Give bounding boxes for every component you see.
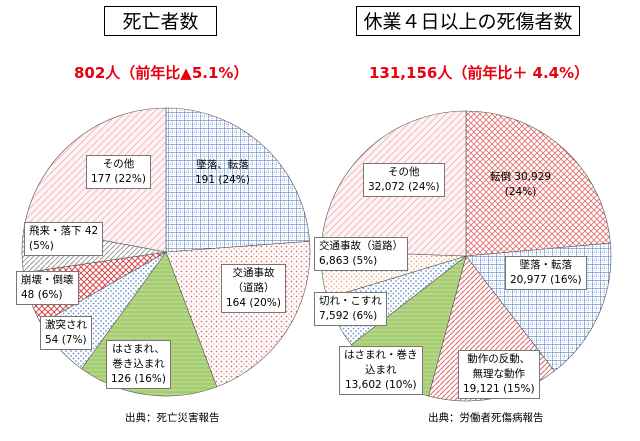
left-label-traffic-name: 交通事故 （道路） [232,267,275,294]
right-label-other-name: その他 [388,166,420,178]
right-label-motion-value: 19,121 (15%) [463,383,535,395]
left-label-caught-value: 126 (16%) [111,373,166,385]
right-source: 出典：労働者死傷病報告 [428,412,544,424]
left-label-traffic: 交通事故 （道路） 164 (20%) [221,264,286,313]
left-label-fall-name: 墜落、転落 [196,159,249,171]
right-label-other: その他 32,072 (24%) [363,163,445,197]
right-label-other-value: 32,072 (24%) [368,181,440,193]
left-label-traffic-value: 164 (20%) [226,297,281,309]
right-label-tumble-value: (24%) [504,186,537,198]
right-chart-title: 休業４日以上の死傷者数 [356,6,580,36]
left-label-flying-name: 飛来・落下 42 [29,225,99,237]
right-label-tumble: 転倒 30,929 (24%) [490,170,551,200]
left-label-collapse-value: 48 (6%) [21,289,63,301]
right-label-motion: 動作の反動、 無理な動作 19,121 (15%) [458,350,540,399]
left-label-fall-value: 191 (24%) [195,174,250,186]
left-label-other: その他 177 (22%) [86,155,151,189]
left-label-fall: 墜落、転落 191 (24%) [195,158,250,188]
left-label-other-value: 177 (22%) [91,173,146,185]
right-label-motion-name: 動作の反動、 無理な動作 [467,353,531,380]
right-label-cut-name: 切れ・こすれ [319,295,382,307]
right-label-tumble-name: 転倒 30,929 [490,171,552,183]
right-label-fall: 墜落・転落 20,977 (16%) [505,256,587,290]
left-label-collapse: 崩壊・倒壊 48 (6%) [16,271,79,305]
right-label-traffic: 交通事故（道路） 6,863 (5%) [314,237,408,271]
left-headline: 802人（前年比▲5.1%） [74,64,249,82]
left-source: 出典：死亡災害報告 [125,412,220,424]
right-label-traffic-value: 6,863 (5%) [319,255,378,267]
left-label-struck-name: 激突され [45,319,87,331]
right-label-traffic-name: 交通事故（道路） [319,240,403,252]
right-label-caught-value: 13,602 (10%) [344,379,417,391]
left-label-other-name: その他 [102,158,135,170]
left-label-caught: はさまれ、 巻き込まれ 126 (16%) [106,340,171,389]
right-label-caught: はさまれ・巻き 込まれ 13,602 (10%) [339,346,423,395]
left-chart-title: 死亡者数 [104,6,217,36]
right-slice-tumble [465,110,611,257]
left-label-struck: 激突され 54 (7%) [40,316,92,350]
left-slice-fall [165,107,310,253]
left-label-collapse-name: 崩壊・倒壊 [21,274,74,286]
right-label-cut-value: 7,592 (6%) [319,310,378,322]
right-label-fall-name: 墜落・転落 [519,259,573,271]
left-label-caught-name: はさまれ、 巻き込まれ [112,343,165,370]
right-label-cut: 切れ・こすれ 7,592 (6%) [314,292,387,326]
right-label-caught-name: はさまれ・巻き 込まれ [344,349,418,376]
left-label-flying: 飛来・落下 42 (5%) [24,222,104,256]
right-headline: 131,156人（前年比＋ 4.4%） [369,64,590,82]
right-label-fall-value: 20,977 (16%) [510,274,582,286]
left-label-struck-value: 54 (7%) [45,334,87,346]
left-label-flying-value: (5%) [29,240,54,252]
